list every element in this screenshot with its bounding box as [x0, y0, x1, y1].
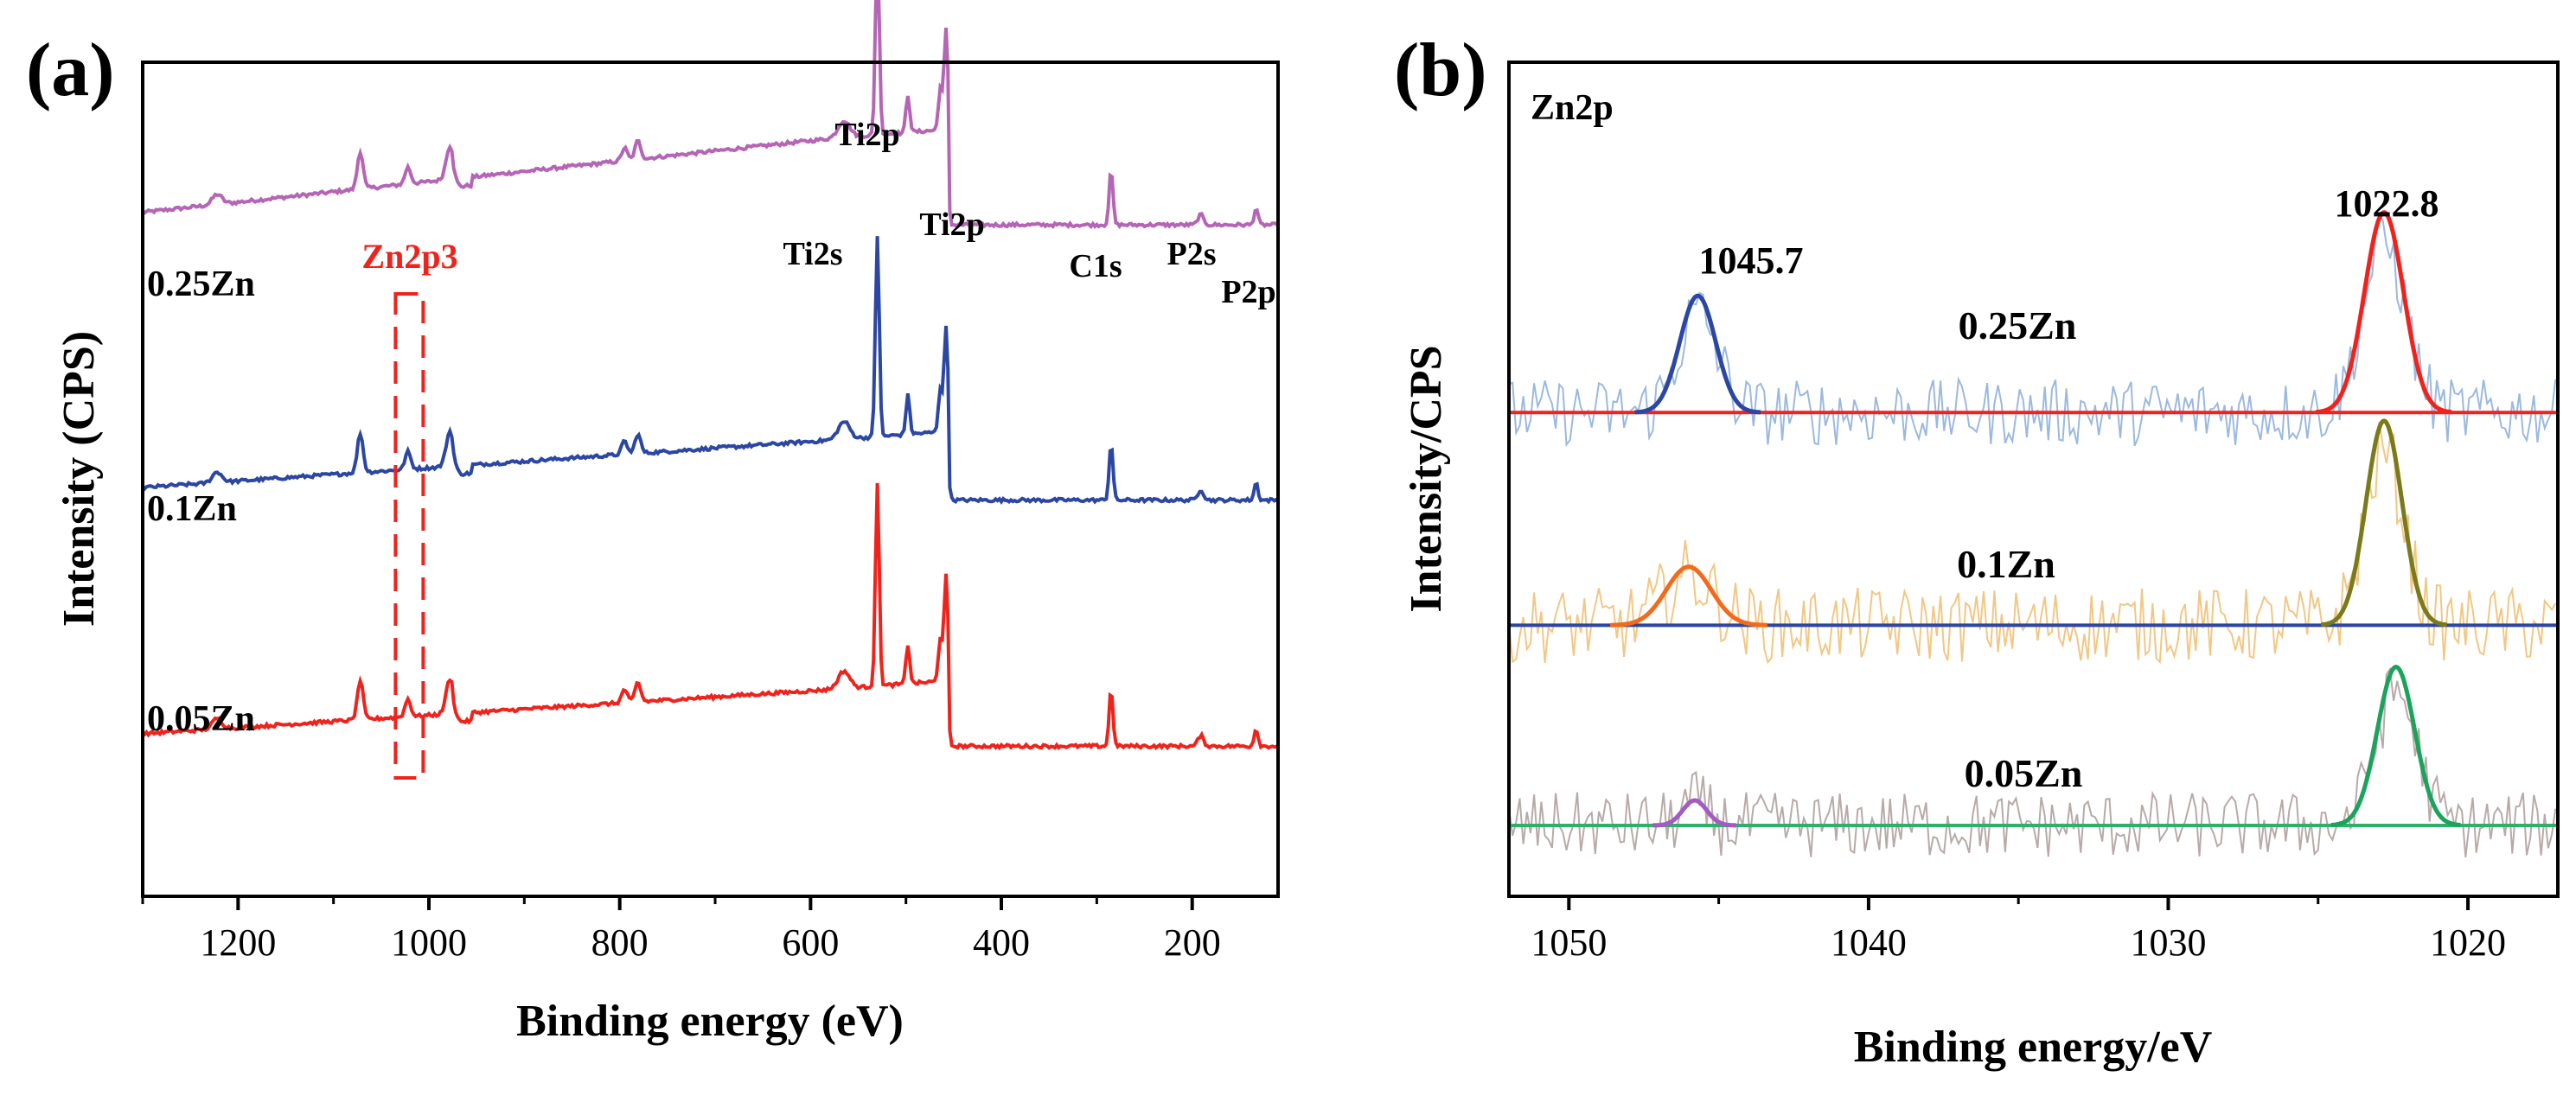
peak-label-1045-7: 1045.7: [1699, 239, 1804, 282]
panel-a-tick-label: 600: [782, 921, 839, 964]
panel-a-x-axis-title: Binding energy (eV): [516, 997, 904, 1046]
panel-b-x-axis-ticks: 1050 1040 1030 1020: [1531, 896, 2506, 964]
panel-a-label: (a): [26, 29, 115, 112]
annotation-p2s: P2s: [1167, 236, 1217, 272]
panel-b-y-axis-title: Intensity/CPS: [1402, 345, 1451, 612]
panel-a-x-axis-ticks: 1200 1000 800 600 400 200: [141, 896, 1221, 964]
annotation-zn2p3: Zn2p3: [361, 237, 457, 276]
fit-peak-0.25Zn-1: [2315, 210, 2452, 415]
zn2p3-highlight-box: [393, 292, 425, 780]
fit-peak-0.05Zn-1: [2330, 665, 2461, 828]
fit-peak-0.05Zn-0: [1652, 798, 1736, 828]
panel-b-zn2p-spectrum: (b) 1050 1040 1030 1020 Zn2p 1045.7 1022.8 …: [1394, 29, 2560, 1072]
series-label-0.05Zn: 0.05Zn: [147, 699, 255, 739]
panel-a-tick-label: 800: [591, 921, 649, 964]
panel-b-tick-label: 1050: [1531, 921, 1607, 964]
panel-a-traces: [141, 0, 1280, 751]
panel-b-series-label-0.25Zn: 0.25Zn: [1959, 303, 2077, 347]
fit-peak-0.25Zn-0: [1634, 293, 1761, 415]
fit-peak-0.1Zn-1: [2320, 418, 2448, 628]
panel-b-title: Zn2p: [1531, 88, 1614, 128]
fit-peak-0.1Zn-0: [1610, 564, 1767, 628]
panel-a-y-axis-title: Intensity (CPS): [54, 331, 104, 627]
panel-b-tick-label: 1020: [2430, 921, 2506, 964]
raw-spectrum-0.1Zn: [1508, 421, 2557, 665]
panel-b-series-label-0.05Zn: 0.05Zn: [1965, 751, 2083, 795]
panel-b-series-label-0.1Zn: 0.1Zn: [1957, 542, 2055, 586]
panel-b-traces: [1508, 210, 2558, 857]
peak-label-1022-8: 1022.8: [2335, 182, 2439, 225]
panel-b-label: (b): [1394, 29, 1487, 112]
series-label-0.1Zn: 0.1Zn: [147, 489, 237, 529]
panel-b-tick-label: 1030: [2130, 921, 2206, 964]
panel-a-survey-spectrum: (a) 1200 1000 800 600 400 200 0.25Zn 0.1Zn 0.…: [26, 0, 1280, 1046]
panel-a-tick-label: 1000: [391, 921, 467, 964]
panel-a-tick-label: 1200: [200, 921, 276, 964]
annotation-ti2p-second: Ti2p: [919, 207, 984, 243]
panel-a-axes-frame: [141, 61, 1280, 898]
panel-b-tick-label: 1040: [1831, 921, 1907, 964]
annotation-ti2p-main: Ti2p: [834, 117, 899, 153]
annotation-c1s: C1s: [1069, 248, 1122, 284]
annotation-ti2s: Ti2s: [783, 236, 842, 272]
panel-a-tick-label: 200: [1164, 921, 1221, 964]
series-label-0.25Zn: 0.25Zn: [147, 264, 255, 304]
panel-b-x-axis-title: Binding energy/eV: [1854, 1023, 2213, 1072]
panel-b-axes-frame: [1507, 61, 2560, 898]
survey-trace-0.1Zn: [141, 236, 1280, 506]
annotation-p2p: P2p: [1221, 274, 1275, 310]
survey-trace-0.25Zn: [142, 0, 1280, 230]
survey-trace-0.05Zn: [142, 482, 1280, 751]
panel-a-tick-label: 400: [973, 921, 1030, 964]
